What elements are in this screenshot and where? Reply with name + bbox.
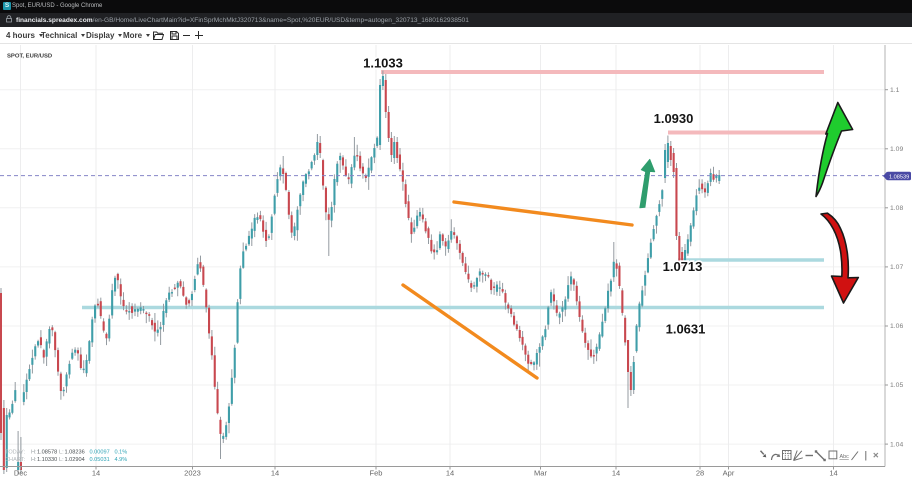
svg-text:1.0713: 1.0713 [663, 259, 703, 274]
svg-text:1.1: 1.1 [890, 87, 900, 94]
svg-text:TODAY:: TODAY: [5, 450, 25, 456]
svg-text:Apr: Apr [723, 469, 735, 478]
svg-text:1.02904: 1.02904 [65, 457, 85, 463]
svg-text:L:: L: [59, 457, 64, 463]
svg-text:L:: L: [59, 450, 64, 456]
svg-text:1.08236: 1.08236 [65, 450, 85, 456]
svg-text:Dec: Dec [14, 469, 28, 478]
svg-text:14: 14 [92, 469, 100, 478]
svg-text:H:: H: [31, 457, 37, 463]
svg-text:1.0631: 1.0631 [666, 322, 706, 337]
svg-text:14: 14 [271, 469, 279, 478]
svg-text:1.06: 1.06 [890, 323, 903, 330]
svg-text:1.08: 1.08 [890, 205, 903, 212]
svg-text:1.1033: 1.1033 [363, 56, 403, 71]
svg-text:1.05: 1.05 [890, 382, 903, 389]
svg-text:Feb: Feb [370, 469, 383, 478]
svg-text:1.04: 1.04 [890, 441, 903, 448]
svg-text:1.08578: 1.08578 [37, 450, 57, 456]
svg-text:CHART:: CHART: [5, 457, 26, 463]
svg-text:1.0930: 1.0930 [654, 111, 694, 126]
svg-text:14: 14 [446, 469, 454, 478]
svg-text:2023: 2023 [184, 469, 201, 478]
svg-text:28: 28 [696, 469, 704, 478]
svg-text:SPOT, EUR/USD: SPOT, EUR/USD [7, 54, 52, 60]
svg-text:0.05031: 0.05031 [90, 457, 110, 463]
svg-text:1.09: 1.09 [890, 146, 903, 153]
svg-text:1.08539: 1.08539 [889, 174, 909, 180]
svg-text:0.1%: 0.1% [115, 450, 128, 456]
svg-text:1.07: 1.07 [890, 264, 903, 271]
svg-text:14: 14 [829, 469, 837, 478]
svg-text:H:: H: [31, 450, 37, 456]
svg-text:1.10330: 1.10330 [37, 457, 57, 463]
svg-text:4.9%: 4.9% [115, 457, 128, 463]
svg-text:14: 14 [612, 469, 620, 478]
svg-text:0.00097: 0.00097 [90, 450, 110, 456]
svg-text:Mar: Mar [534, 469, 547, 478]
svg-text:Abc: Abc [840, 454, 850, 460]
